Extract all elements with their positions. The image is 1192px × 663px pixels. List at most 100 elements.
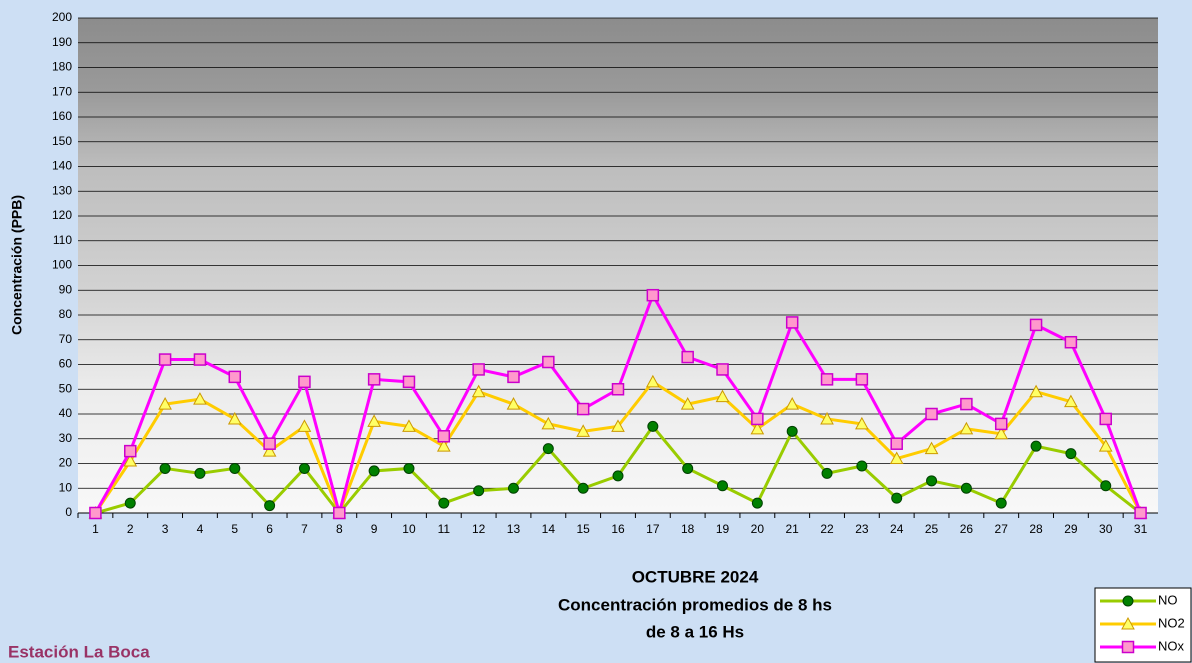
- x-tick-label: 30: [1099, 522, 1113, 536]
- y-tick-label: 170: [52, 84, 72, 98]
- data-point: [227, 411, 242, 425]
- y-tick-label: 0: [65, 505, 72, 519]
- y-tick-label: 110: [53, 233, 72, 247]
- x-tick-label: 9: [371, 522, 378, 536]
- x-tick-label: 3: [162, 522, 169, 536]
- data-point: [124, 444, 137, 458]
- x-tick-label: 28: [1029, 522, 1043, 536]
- x-tick-label: 6: [266, 522, 273, 536]
- chart-subtitle: de 8 a 16 Hs: [646, 622, 744, 641]
- data-point: [1134, 506, 1147, 520]
- y-tick-label: 50: [59, 381, 73, 395]
- y-tick-label: 140: [52, 159, 72, 173]
- data-point: [507, 482, 519, 494]
- data-point: [925, 407, 938, 421]
- x-tick-label: 15: [576, 522, 590, 536]
- data-point: [750, 421, 765, 435]
- data-point: [297, 419, 312, 432]
- data-point: [1064, 335, 1078, 349]
- data-point: [228, 370, 242, 384]
- x-tick-label: 12: [472, 522, 486, 536]
- x-tick-label: 27: [995, 522, 1009, 536]
- x-tick-label: 1: [92, 522, 99, 536]
- data-point: [1099, 412, 1112, 426]
- data-point: [682, 462, 694, 474]
- data-point: [158, 397, 172, 410]
- x-tick-label: 13: [507, 522, 521, 536]
- data-point: [473, 485, 485, 497]
- y-axis-label: Concentración (PPB): [9, 195, 25, 335]
- y-tick-label: 20: [59, 456, 73, 470]
- data-point: [715, 389, 730, 403]
- data-point: [123, 453, 138, 467]
- data-point: [542, 355, 555, 369]
- data-point: [960, 397, 973, 411]
- x-tick-label: 4: [197, 522, 204, 536]
- data-point: [820, 411, 834, 425]
- legend-label: NO: [1158, 592, 1178, 607]
- x-tick-label: 16: [611, 522, 625, 536]
- legend-label: NO2: [1158, 615, 1185, 630]
- data-point: [542, 443, 554, 455]
- y-tick-label: 90: [59, 282, 73, 296]
- data-point: [471, 384, 486, 398]
- legend-label: NOx: [1158, 638, 1185, 653]
- data-point: [1098, 439, 1113, 452]
- data-point: [889, 451, 904, 465]
- data-point: [436, 439, 451, 452]
- x-tick-label: 18: [681, 522, 695, 536]
- x-tick-label: 21: [786, 522, 800, 536]
- data-point: [576, 424, 591, 437]
- data-point: [438, 497, 450, 509]
- data-point: [367, 373, 381, 386]
- x-tick-label: 11: [438, 522, 451, 536]
- data-point: [611, 383, 625, 396]
- data-point: [717, 480, 729, 492]
- data-point: [193, 353, 207, 366]
- legend-marker: [1121, 616, 1135, 630]
- y-tick-label: 30: [59, 431, 73, 445]
- x-tick-label: 23: [855, 522, 869, 536]
- x-tick-label: 29: [1064, 522, 1078, 536]
- data-point: [541, 416, 556, 430]
- data-point: [262, 444, 277, 457]
- data-point: [577, 482, 589, 494]
- legend-marker: [1121, 640, 1135, 654]
- data-point: [159, 462, 171, 474]
- data-point: [1029, 384, 1043, 398]
- data-point: [89, 506, 102, 520]
- x-tick-label: 5: [231, 522, 238, 536]
- data-point: [1100, 480, 1112, 492]
- data-point: [229, 462, 241, 474]
- data-point: [402, 375, 416, 389]
- data-point: [298, 462, 310, 474]
- data-point: [855, 416, 869, 430]
- data-point: [681, 350, 694, 364]
- data-point: [995, 497, 1007, 509]
- y-tick-label: 70: [59, 332, 73, 346]
- x-tick-label: 24: [890, 522, 904, 536]
- data-point: [994, 426, 1009, 440]
- chart-title: OCTUBRE 2024: [632, 567, 759, 586]
- data-point: [646, 288, 660, 302]
- data-point: [785, 316, 799, 329]
- x-tick-label: 7: [301, 522, 308, 536]
- data-point: [507, 370, 520, 384]
- data-point: [124, 497, 136, 509]
- x-tick-label: 22: [820, 522, 834, 536]
- data-point: [716, 363, 729, 376]
- chart-subtitle: Concentración promedios de 8 hs: [558, 595, 832, 614]
- y-tick-label: 200: [52, 10, 72, 24]
- x-tick-label: 31: [1134, 522, 1148, 536]
- data-point: [402, 419, 416, 432]
- data-point: [611, 419, 625, 432]
- legend-marker: [1122, 595, 1134, 607]
- data-point: [368, 465, 380, 477]
- x-tick-label: 20: [751, 522, 765, 536]
- x-tick-label: 14: [542, 522, 556, 536]
- data-point: [472, 363, 485, 376]
- y-tick-label: 160: [52, 109, 72, 123]
- data-point: [1064, 394, 1078, 408]
- data-point: [193, 392, 207, 405]
